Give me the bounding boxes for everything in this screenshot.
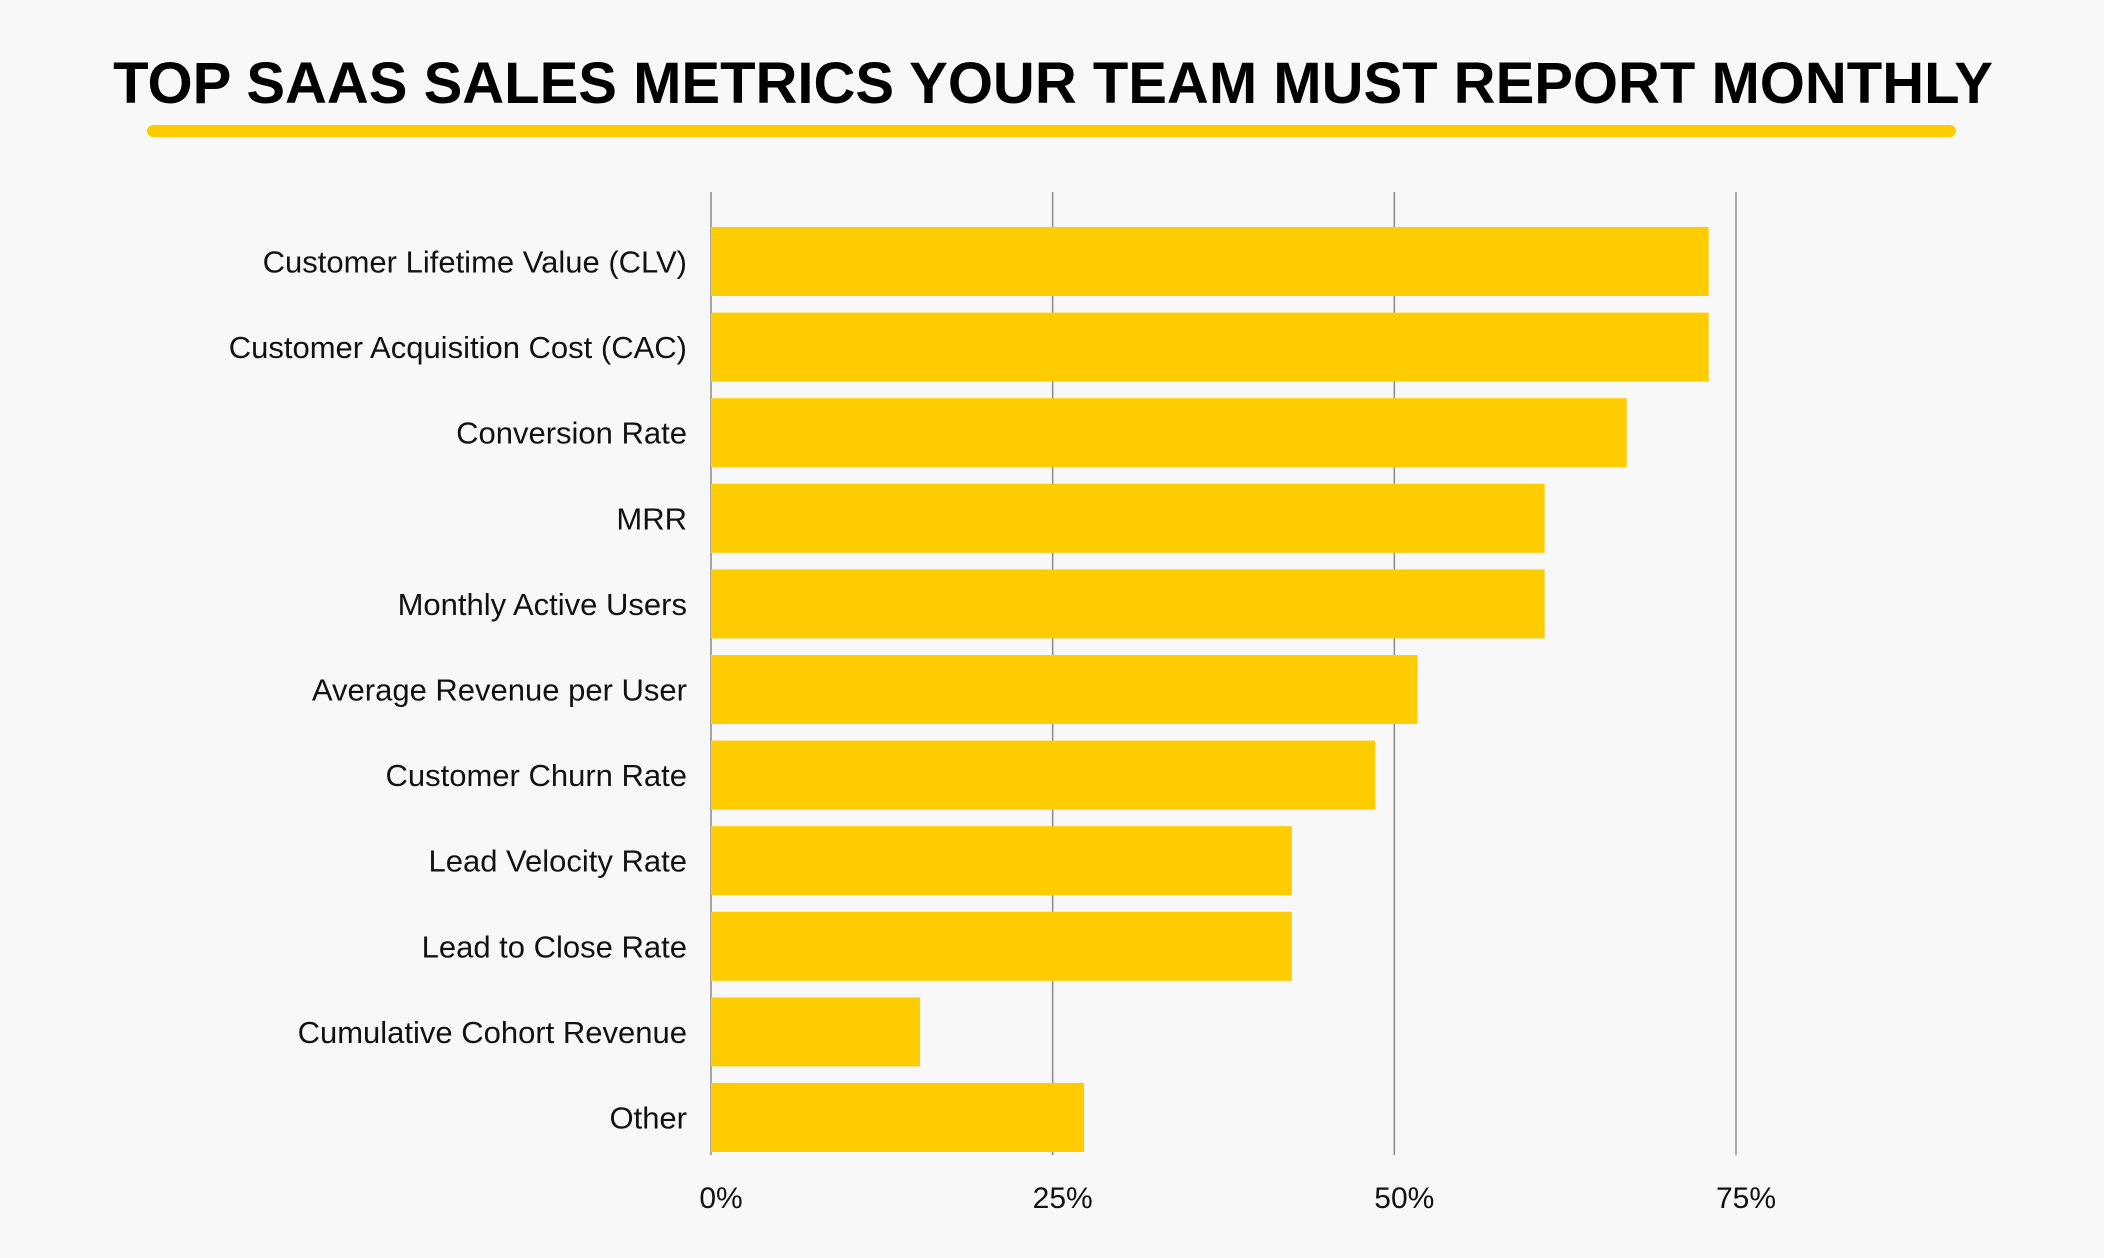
category-label: Conversion Rate <box>456 416 687 451</box>
chart-title: TOP SAAS SALES METRICS YOUR TEAM MUST RE… <box>113 51 1993 116</box>
bar <box>711 655 1418 724</box>
category-label: Cumulative Cohort Revenue <box>298 1015 687 1050</box>
bar <box>711 227 1709 296</box>
x-tick-label: 75% <box>1716 1182 1776 1215</box>
x-tick-label: 25% <box>1033 1182 1093 1215</box>
bar <box>711 569 1545 639</box>
x-tick-labels: 0% 25% 50% 75% <box>699 1182 1776 1215</box>
bars <box>711 227 1709 1152</box>
title-underline <box>147 125 1956 137</box>
bar <box>711 312 1709 382</box>
bar <box>711 1083 1085 1152</box>
category-label: Customer Lifetime Value (CLV) <box>263 245 687 280</box>
bar <box>711 398 1627 468</box>
category-label: Lead Velocity Rate <box>428 844 687 879</box>
x-tick-label: 50% <box>1374 1182 1434 1215</box>
bar <box>711 997 921 1067</box>
category-label: Average Revenue per User <box>312 673 687 708</box>
category-label: Monthly Active Users <box>398 587 687 622</box>
bar <box>711 911 1292 981</box>
category-labels: Customer Lifetime Value (CLV) Customer Ac… <box>229 245 687 1136</box>
category-label: Lead to Close Rate <box>422 929 687 964</box>
category-label: Other <box>609 1101 687 1136</box>
category-label: Customer Acquisition Cost (CAC) <box>229 330 687 365</box>
category-label: MRR <box>616 501 687 536</box>
bar <box>711 740 1376 810</box>
category-label: Customer Churn Rate <box>385 758 687 793</box>
bar <box>711 826 1292 896</box>
bar <box>711 483 1545 553</box>
x-tick-label: 0% <box>699 1182 742 1215</box>
